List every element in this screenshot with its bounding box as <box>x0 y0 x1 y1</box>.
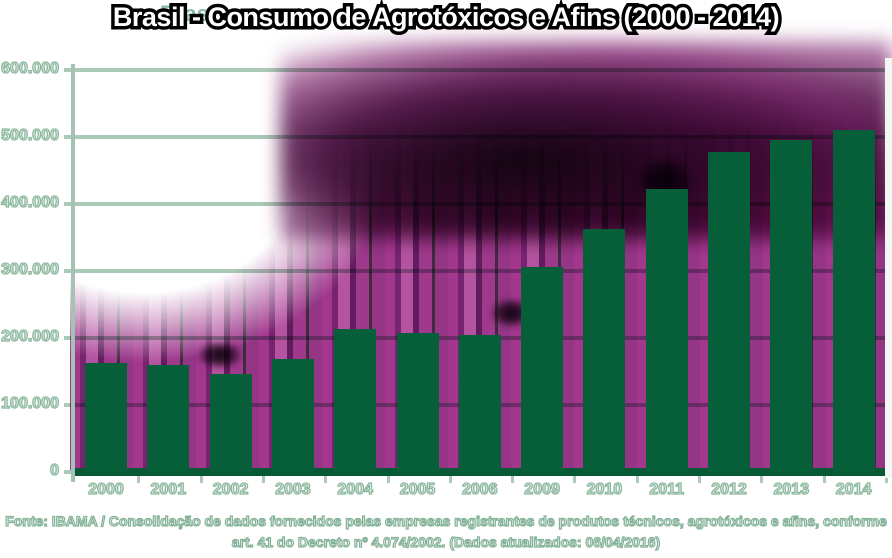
bar <box>147 365 190 472</box>
x-axis-label: 2014 <box>835 480 872 498</box>
x-axis-tick <box>698 474 701 483</box>
y-axis-label: 500.000 <box>1 126 60 144</box>
y-axis-label: 400.000 <box>1 193 60 211</box>
x-axis-tick <box>324 474 328 483</box>
x-axis-tick <box>511 474 515 483</box>
bar <box>645 188 688 472</box>
x-axis-tick <box>760 474 764 483</box>
x-axis-label: 2001 <box>150 480 187 498</box>
bar <box>85 363 127 472</box>
bar <box>832 129 875 472</box>
x-axis-label: 2003 <box>274 480 311 498</box>
bar <box>458 334 501 472</box>
bar <box>209 373 252 472</box>
bar <box>708 152 750 472</box>
x-axis-label: 2009 <box>524 480 561 498</box>
x-axis-tick <box>199 474 203 483</box>
bar <box>396 333 439 472</box>
x-axis-label: 2006 <box>461 480 498 498</box>
x-axis-tick <box>448 474 452 483</box>
chart-title-outline: Brasil - Consumo de Agrotóxicos e Afins … <box>109 0 783 36</box>
x-axis-tick <box>261 474 265 483</box>
x-axis-label: 2005 <box>399 480 436 498</box>
bar <box>583 228 626 472</box>
bar <box>271 358 314 472</box>
source-note: Fonte: IBAMA / Consolidação de dados for… <box>0 511 892 553</box>
y-axis-label: 300.000 <box>1 260 60 278</box>
plot-area: 600.000 500.000 400.000 300.000 200.000 100.0… <box>1 59 888 499</box>
x-axis-label: 2000 <box>88 480 125 498</box>
right-edge-strip <box>885 58 892 478</box>
y-axis-tick <box>64 470 76 474</box>
x-axis-tick <box>635 474 639 483</box>
source-line-1: Fonte: IBAMA / Consolidação de dados for… <box>5 512 888 529</box>
ghost-text-artifact: Bras <box>160 1 209 26</box>
x-axis-label: 2011 <box>649 480 685 498</box>
x-axis-tick <box>137 474 141 483</box>
y-axis-label: 100.000 <box>1 394 60 412</box>
y-axis-label: 0 <box>49 461 59 479</box>
x-axis-label: 2012 <box>711 480 748 498</box>
bar <box>770 139 813 472</box>
x-axis-label: 2002 <box>212 480 249 498</box>
x-axis-label: 2010 <box>586 480 623 498</box>
x-axis-tick <box>573 474 577 483</box>
y-axis-label: 200.000 <box>1 327 60 345</box>
bar <box>521 266 564 472</box>
y-axis-label: 600.000 <box>1 59 60 77</box>
x-axis-label: 2013 <box>773 480 810 498</box>
chart-title-wrap: Brasil - Consumo de Agrotóxicos e Afins … <box>0 0 892 36</box>
y-axis-tick <box>64 68 76 72</box>
y-axis-line <box>71 64 75 482</box>
black-artifact-blob <box>197 341 243 369</box>
x-axis-tick <box>386 474 390 483</box>
chart-title: Brasil - Consumo de Agrotóxicos e Afins … <box>112 2 780 32</box>
x-axis-baseline <box>75 468 888 476</box>
x-axis-tick <box>822 474 826 483</box>
source-line-2: art. 41 do Decreto nº 4.074/2002. (Dados… <box>231 533 661 550</box>
x-axis-tick <box>884 474 888 483</box>
x-axis-label: 2004 <box>337 480 374 498</box>
bar <box>334 329 377 472</box>
